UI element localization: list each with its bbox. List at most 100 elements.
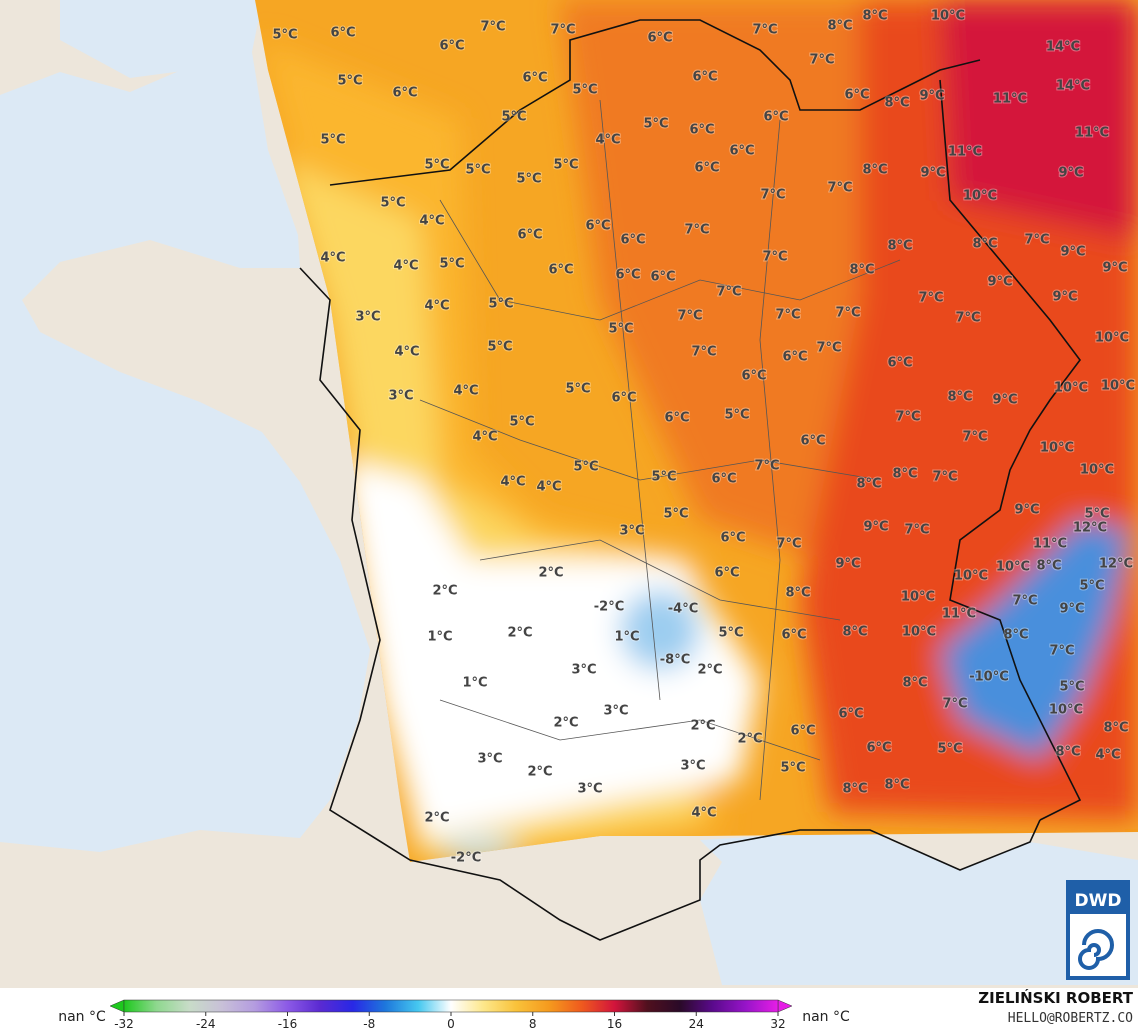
temperature-label: 5°C xyxy=(651,470,676,485)
temperature-label: 6°C xyxy=(439,39,464,54)
regions xyxy=(419,99,901,801)
temperature-label: 6°C xyxy=(782,350,807,365)
temperature-label: 8°C xyxy=(862,163,887,178)
temperature-label: 8°C xyxy=(887,239,912,254)
temperature-label: 7°C xyxy=(716,285,741,300)
temperature-label: 5°C xyxy=(1059,680,1084,695)
temperature-label: 5°C xyxy=(272,28,297,43)
temperature-label: 8°C xyxy=(842,782,867,797)
temperature-label: 6°C xyxy=(711,472,736,487)
temperature-label: 6°C xyxy=(720,531,745,546)
temperature-label: 6°C xyxy=(689,123,714,138)
temperature-label: 6°C xyxy=(548,263,573,278)
logo-text: DWD xyxy=(1075,891,1122,911)
temperature-label: 1°C xyxy=(462,676,487,691)
colorbar-min-label: nan °C xyxy=(58,1009,106,1025)
temperature-label: 6°C xyxy=(714,566,739,581)
temperature-label: 2°C xyxy=(737,732,762,747)
colorbar-tick-label: -8 xyxy=(363,1017,375,1031)
temperature-label: -8°C xyxy=(660,653,690,668)
temperature-label: 5°C xyxy=(424,158,449,173)
temperature-label: 11°C xyxy=(1075,126,1109,141)
temperature-label: 9°C xyxy=(1060,245,1085,260)
temperature-label: 7°C xyxy=(1049,644,1074,659)
temperature-label: 10°C xyxy=(1054,381,1088,396)
temperature-label: 6°C xyxy=(664,411,689,426)
temperature-label: 10°C xyxy=(902,625,936,640)
temperature-label: 3°C xyxy=(603,704,628,719)
temperature-label: 3°C xyxy=(477,752,502,767)
temperature-label: -10°C xyxy=(969,670,1009,685)
temperature-label: 9°C xyxy=(1058,166,1083,181)
temperature-label: 4°C xyxy=(500,475,525,490)
temperature-label: 3°C xyxy=(619,524,644,539)
temperature-label: 5°C xyxy=(572,83,597,98)
temperature-label: 6°C xyxy=(611,391,636,406)
temperature-label: 3°C xyxy=(388,389,413,404)
temperature-label: 7°C xyxy=(962,430,987,445)
temperature-field xyxy=(255,0,1138,862)
temperature-label: 12°C xyxy=(1099,557,1133,572)
temperature-label: 8°C xyxy=(902,676,927,691)
temperature-label: 6°C xyxy=(392,86,417,101)
temperature-label: 11°C xyxy=(948,145,982,160)
temperature-label: 8°C xyxy=(884,778,909,793)
temperature-label: 9°C xyxy=(992,393,1017,408)
temperature-label: 8°C xyxy=(972,237,997,252)
temperature-label: 8°C xyxy=(856,477,881,492)
temperature-label: 8°C xyxy=(785,586,810,601)
temperature-label: 3°C xyxy=(355,310,380,325)
temperature-label: 6°C xyxy=(844,88,869,103)
temperature-label: 6°C xyxy=(647,31,672,46)
temperature-label: 3°C xyxy=(571,663,596,678)
temperature-label: 8°C xyxy=(862,9,887,24)
temperature-label: 10°C xyxy=(954,569,988,584)
temperature-label: 8°C xyxy=(1103,721,1128,736)
temperature-label: 7°C xyxy=(955,311,980,326)
temperature-label: 6°C xyxy=(887,356,912,371)
temperature-label: 5°C xyxy=(553,158,578,173)
temperature-label: 14°C xyxy=(1056,79,1090,94)
temperature-label: 4°C xyxy=(424,299,449,314)
borders xyxy=(299,19,1082,941)
temperature-label: 6°C xyxy=(694,161,719,176)
temperature-label: 2°C xyxy=(527,765,552,780)
temperature-label: 7°C xyxy=(827,181,852,196)
temperature-label: 6°C xyxy=(729,144,754,159)
temperature-label: 7°C xyxy=(752,23,777,38)
temperature-label: 3°C xyxy=(577,782,602,797)
temperature-label: 4°C xyxy=(472,430,497,445)
temperature-label: 7°C xyxy=(480,20,505,35)
colorbar-tick-label: 32 xyxy=(770,1017,785,1031)
temperature-label: 5°C xyxy=(1079,579,1104,594)
temperature-label: 7°C xyxy=(550,23,575,38)
temperature-label: 6°C xyxy=(330,26,355,41)
temperature-label: 8°C xyxy=(947,390,972,405)
temperature-label: 8°C xyxy=(1036,559,1061,574)
temperature-label: 6°C xyxy=(517,228,542,243)
colorbar-tick-label: 24 xyxy=(689,1017,704,1031)
temperature-label: 7°C xyxy=(809,53,834,68)
temperature-label: 5°C xyxy=(337,74,362,89)
temperature-label: 2°C xyxy=(507,626,532,641)
temperature-label: 10°C xyxy=(963,189,997,204)
temperature-label: 9°C xyxy=(863,520,888,535)
temperature-label: 6°C xyxy=(866,741,891,756)
temperature-label: 9°C xyxy=(987,275,1012,290)
temperature-label: 12°C xyxy=(1073,521,1107,536)
temperature-label: 7°C xyxy=(775,308,800,323)
temperature-label: 6°C xyxy=(838,707,863,722)
temperature-label: 7°C xyxy=(1024,233,1049,248)
temperature-label: 6°C xyxy=(615,268,640,283)
temperature-label: 7°C xyxy=(918,291,943,306)
temperature-label: 7°C xyxy=(677,309,702,324)
temperature-label: 11°C xyxy=(1033,537,1067,552)
temperature-label: 4°C xyxy=(320,251,345,266)
temperature-label: 4°C xyxy=(536,480,561,495)
temperature-label: 7°C xyxy=(835,306,860,321)
temperature-label: 9°C xyxy=(1059,602,1084,617)
temperature-label: -2°C xyxy=(594,600,624,615)
temperature-label: 10°C xyxy=(1101,379,1135,394)
sea xyxy=(700,832,1138,985)
temperature-label: 10°C xyxy=(1040,441,1074,456)
